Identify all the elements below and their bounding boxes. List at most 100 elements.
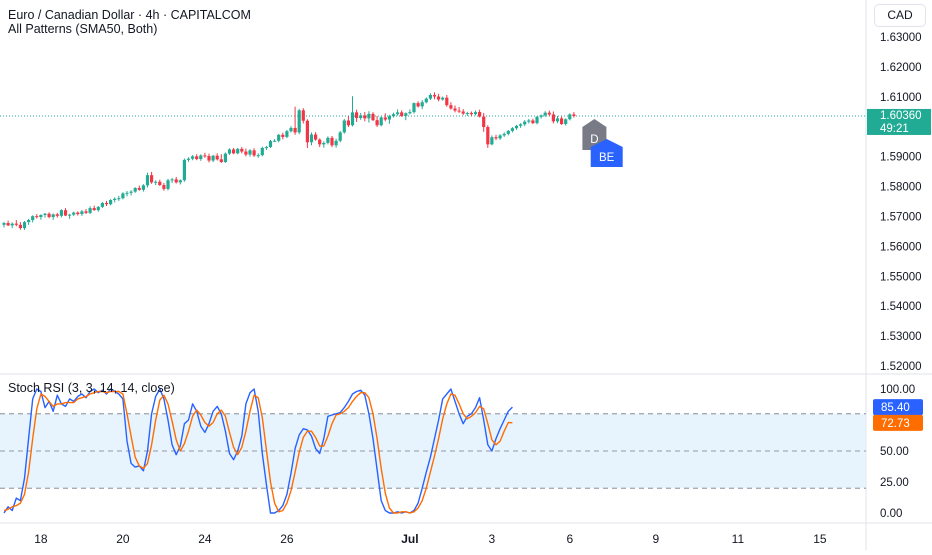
stoch-k-line [3, 388, 513, 514]
stoch-tick-label: 100.00 [880, 384, 915, 396]
candle-body [150, 175, 154, 183]
candle-body [527, 120, 531, 122]
candle-body [199, 155, 203, 160]
candle-body [219, 159, 223, 163]
candle-body [318, 139, 322, 145]
candle-body [350, 112, 355, 126]
candle-body [498, 135, 502, 139]
candle-body [285, 131, 289, 137]
candle-body [490, 137, 494, 145]
candle-body [379, 117, 383, 126]
candle-body [244, 151, 248, 155]
candle-body [195, 156, 199, 160]
candle-body [281, 134, 285, 137]
candle-body [338, 132, 342, 141]
candle-body [260, 147, 264, 156]
candle-body [539, 115, 543, 117]
candle-body [445, 97, 449, 106]
candle-body [572, 114, 576, 116]
candle-body [412, 103, 416, 113]
time-tick-label: 18 [34, 532, 48, 546]
candle-body [117, 198, 121, 200]
candle-body [72, 212, 76, 215]
chart-title: Euro / Canadian Dollar · 4h · CAPITALCOM [8, 8, 251, 22]
price-tick-label: 1.63000 [880, 32, 922, 44]
candle-body [104, 202, 109, 205]
candle-body [502, 133, 506, 136]
candle-body [428, 95, 432, 99]
price-tick-label: 1.57000 [880, 211, 922, 223]
candle-body [289, 127, 293, 132]
candle-body [404, 113, 408, 116]
candle-body [113, 198, 117, 201]
candle-body [555, 118, 560, 122]
candle-body [535, 116, 539, 124]
candle-body [27, 220, 31, 223]
candle-body [531, 120, 535, 124]
candle-body [43, 213, 47, 215]
candle-body [223, 153, 227, 163]
candle-body [80, 211, 84, 215]
candle-body [355, 112, 359, 119]
candle-body [400, 112, 404, 116]
candle-body [215, 155, 219, 160]
candle-body [268, 141, 273, 148]
time-tick-label: 15 [813, 532, 827, 546]
time-tick-label: Jul [401, 532, 418, 546]
candle-body [22, 222, 27, 229]
price-tick-label: 1.62000 [880, 62, 922, 74]
candle-body [18, 224, 22, 229]
candle-body [465, 112, 469, 114]
stoch-rsi-title[interactable]: Stoch RSI (3, 3, 14, 14, close) [8, 381, 175, 395]
candle-body [478, 112, 482, 117]
candle-body [207, 156, 211, 161]
price-tick-label: 1.59000 [880, 152, 922, 164]
candle-body [158, 181, 162, 186]
candle-body [326, 137, 330, 143]
candle-body [564, 119, 568, 125]
candle-body [510, 128, 514, 131]
candle-body [432, 95, 437, 97]
currency-button[interactable]: CAD [874, 4, 926, 27]
candle-body [186, 158, 191, 160]
candle-body [437, 96, 441, 100]
candle-body [125, 192, 129, 194]
candle-body [35, 216, 39, 218]
candle-body [121, 193, 125, 199]
candle-body [449, 105, 453, 109]
stoch-d-line [3, 390, 513, 514]
stoch-tick-label: 50.00 [880, 446, 909, 458]
price-tick-label: 1.52000 [880, 361, 922, 373]
candle-body [519, 124, 523, 126]
candle-body [523, 121, 527, 125]
candle-body [236, 148, 240, 154]
candle-body [2, 223, 6, 225]
candle-body [133, 188, 137, 192]
candle-body [309, 134, 314, 143]
candle-body [375, 120, 379, 126]
candle-body [383, 117, 387, 120]
last-price-label: 1.60360 [880, 110, 922, 122]
candle-body [252, 150, 256, 156]
candle-body [47, 213, 51, 218]
candle-body [240, 148, 244, 152]
candle-body [457, 110, 461, 112]
time-tick-label: 20 [116, 532, 130, 546]
candle-body [39, 214, 43, 218]
candle-body [55, 214, 59, 216]
candle-body [371, 113, 375, 121]
candle-body [264, 147, 268, 149]
candle-body [322, 142, 326, 145]
candle-body [227, 149, 232, 154]
candle-body [494, 137, 498, 139]
candle-body [330, 137, 334, 146]
candle-body [367, 113, 371, 119]
candle-body [100, 202, 104, 207]
candle-body [162, 185, 166, 189]
indicator-overlay-title[interactable]: All Patterns (SMA50, Both) [8, 22, 158, 36]
candle-body [109, 200, 113, 205]
candle-body [174, 179, 178, 183]
time-tick-label: 24 [198, 532, 212, 546]
